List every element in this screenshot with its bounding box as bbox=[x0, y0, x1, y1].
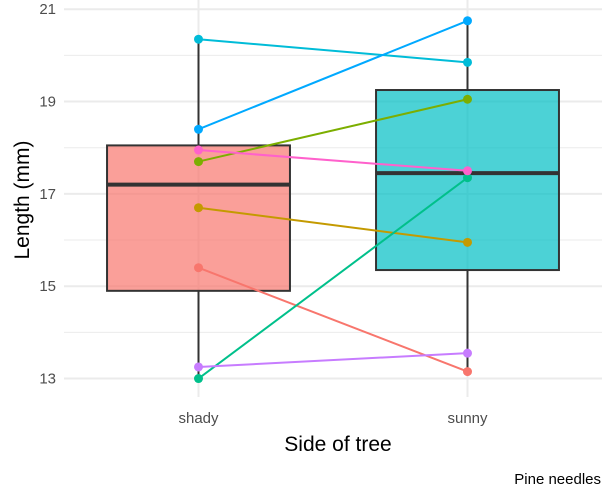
paired-point bbox=[194, 157, 203, 167]
y-tick-label: 13 bbox=[39, 371, 56, 388]
paired-point bbox=[463, 57, 472, 67]
paired-line bbox=[198, 38, 468, 64]
paired-lines bbox=[194, 16, 472, 384]
paired-point bbox=[194, 374, 203, 384]
paired-point bbox=[463, 173, 472, 183]
paired-point bbox=[194, 362, 203, 372]
paired-line bbox=[198, 98, 468, 163]
paired-line bbox=[198, 149, 468, 172]
paired-point bbox=[194, 145, 203, 155]
paired-point bbox=[463, 166, 472, 176]
paired-line bbox=[198, 19, 468, 131]
y-tick-label: 21 bbox=[39, 1, 56, 18]
paired-line bbox=[198, 266, 468, 373]
paired-line bbox=[197, 176, 469, 380]
paired-point bbox=[463, 94, 472, 104]
paired-point bbox=[463, 16, 472, 26]
paired-point bbox=[463, 367, 472, 377]
paired-point bbox=[194, 34, 203, 44]
x-tick-label: sunny bbox=[447, 410, 488, 427]
caption: Pine needles bbox=[514, 471, 601, 488]
x-tick-labels: shady sunny bbox=[178, 410, 488, 427]
y-axis-title: Length (mm) bbox=[11, 140, 34, 259]
paired-point bbox=[463, 348, 472, 358]
paired-point bbox=[194, 124, 203, 134]
y-tick-label: 15 bbox=[39, 278, 56, 295]
y-tick-label: 17 bbox=[39, 186, 56, 203]
paired-point bbox=[463, 237, 472, 247]
y-tick-label: 19 bbox=[39, 94, 56, 111]
paired-line bbox=[198, 352, 468, 368]
y-tick-labels: 13 15 17 19 21 bbox=[39, 1, 56, 387]
x-axis-title: Side of tree bbox=[284, 433, 391, 456]
paired-point bbox=[194, 203, 203, 213]
paired-point bbox=[194, 263, 203, 273]
paired-line bbox=[198, 206, 468, 244]
x-tick-label: shady bbox=[178, 410, 219, 427]
